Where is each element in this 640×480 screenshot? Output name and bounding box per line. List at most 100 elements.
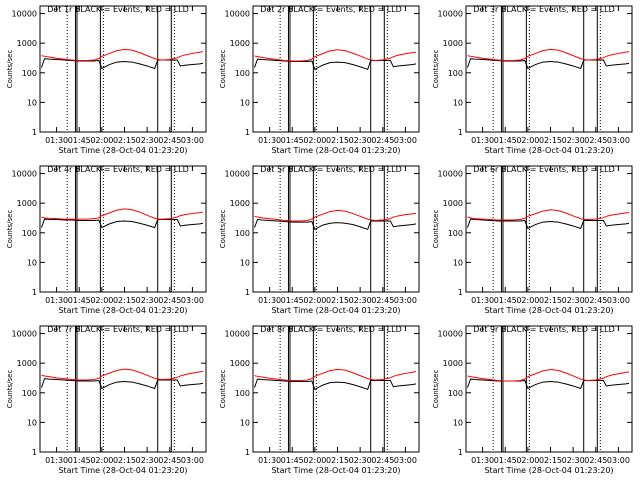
y-tick-label: 1000 [230, 39, 250, 48]
x-tick-label: 02:15 [113, 136, 136, 145]
panel: 1 10 100 1000 10000 01:30 01:45 02:00 02:15 02:30… [219, 165, 420, 315]
x-tick-label: 02:30 [349, 456, 372, 465]
panel: 1 10 100 1000 10000 01:30 01:45 02:00 02:15 02:30… [6, 5, 207, 155]
y-tick-label: 1 [32, 288, 37, 297]
x-tick-label: 03:00 [607, 136, 630, 145]
y-tick-label: 100 [22, 229, 37, 238]
chart-title: Det 9r BLACK = Events, RED = LLD [473, 325, 615, 334]
x-tick-label: 02:00 [516, 136, 539, 145]
y-tick-label: 10 [27, 258, 37, 267]
x-tick-label: 02:30 [349, 136, 372, 145]
y-tick-label: 10000 [12, 170, 37, 179]
x-tick-label: 02:00 [90, 136, 113, 145]
y-tick-label: 10 [27, 418, 37, 427]
y-tick-label: 1000 [17, 199, 37, 208]
data-line [254, 219, 417, 231]
x-axis-label: Start Time (28-Oct-04 01:23:20) [484, 466, 613, 475]
y-axis-label: Counts/sec [6, 370, 14, 409]
y-tick-label: 10 [240, 258, 250, 267]
y-tick-label: 1 [245, 128, 250, 137]
data-line [254, 58, 417, 71]
x-axis-label: Start Time (28-Oct-04 01:23:20) [484, 146, 613, 155]
plot-frame [39, 325, 207, 453]
x-tick-label: 03:00 [181, 136, 204, 145]
x-tick-label: 03:00 [607, 296, 630, 305]
x-tick-label: 03:00 [394, 296, 417, 305]
y-tick-label: 100 [235, 389, 250, 398]
y-axis-label: Counts/sec [219, 210, 227, 249]
y-tick-label: 100 [235, 229, 250, 238]
y-tick-label: 10 [453, 98, 463, 107]
y-tick-label: 10000 [225, 170, 250, 179]
x-tick-label: 02:15 [539, 296, 562, 305]
x-tick-label: 02:45 [371, 296, 394, 305]
x-axis-label: Start Time (28-Oct-04 01:23:20) [58, 466, 187, 475]
x-tick-label: 02:00 [516, 456, 539, 465]
x-tick-label: 02:15 [539, 136, 562, 145]
x-tick-label: 02:30 [349, 296, 372, 305]
data-line [467, 369, 630, 382]
data-line [41, 58, 204, 70]
y-tick-label: 10000 [12, 330, 37, 339]
y-tick-label: 1 [32, 128, 37, 137]
plot-frame [39, 165, 207, 293]
y-axis-label: Counts/sec [6, 50, 14, 89]
panel: 1 10 100 1000 10000 01:30 01:45 02:00 02:15 02:30… [432, 165, 633, 315]
x-tick-label: 02:00 [303, 136, 326, 145]
x-tick-label: 03:00 [394, 456, 417, 465]
panel: 1 10 100 1000 10000 01:30 01:45 02:00 02:15 02:30… [6, 165, 207, 315]
x-tick-label: 01:45 [281, 296, 304, 305]
data-line [467, 209, 630, 221]
y-tick-label: 10000 [225, 10, 250, 19]
x-tick-label: 02:15 [326, 296, 349, 305]
data-line [467, 378, 630, 390]
x-tick-label: 02:30 [136, 296, 159, 305]
x-tick-label: 02:30 [136, 456, 159, 465]
chart-title: Det 8r BLACK = Events, RED = LLD [260, 325, 402, 334]
data-line [41, 208, 204, 220]
x-tick-label: 01:45 [68, 456, 91, 465]
data-line [41, 48, 204, 61]
x-tick-label: 02:00 [90, 456, 113, 465]
chart-title: Det 3r BLACK = Events, RED = LLD [473, 5, 615, 14]
y-axis-label: Counts/sec [219, 370, 227, 409]
plot-frame [252, 165, 420, 293]
x-tick-label: 02:00 [90, 296, 113, 305]
x-tick-label: 02:45 [584, 456, 607, 465]
x-axis-label: Start Time (28-Oct-04 01:23:20) [271, 146, 400, 155]
x-tick-label: 01:45 [281, 456, 304, 465]
y-tick-label: 1000 [443, 359, 463, 368]
y-tick-label: 1000 [443, 39, 463, 48]
x-tick-label: 01:45 [494, 136, 517, 145]
y-tick-label: 1 [458, 288, 463, 297]
x-tick-label: 03:00 [181, 296, 204, 305]
y-tick-label: 10 [240, 98, 250, 107]
x-tick-label: 01:45 [68, 136, 91, 145]
x-tick-label: 02:45 [371, 136, 394, 145]
x-tick-label: 01:30 [471, 456, 494, 465]
x-axis-label: Start Time (28-Oct-04 01:23:20) [271, 466, 400, 475]
y-tick-label: 100 [22, 389, 37, 398]
y-tick-label: 10000 [438, 170, 463, 179]
x-axis-label: Start Time (28-Oct-04 01:23:20) [58, 146, 187, 155]
x-tick-label: 01:45 [494, 456, 517, 465]
x-tick-label: 02:30 [562, 136, 585, 145]
x-tick-label: 02:45 [371, 456, 394, 465]
plot-frame [39, 5, 207, 133]
chart-title: Det 5r BLACK = Events, RED = LLD [260, 165, 402, 174]
y-tick-label: 1000 [443, 199, 463, 208]
y-tick-label: 10000 [225, 330, 250, 339]
x-tick-label: 01:30 [45, 296, 68, 305]
x-tick-label: 01:30 [45, 456, 68, 465]
y-tick-label: 10 [453, 418, 463, 427]
plot-frame [252, 325, 420, 453]
x-tick-label: 02:15 [539, 456, 562, 465]
x-axis-label: Start Time (28-Oct-04 01:23:20) [58, 306, 187, 315]
x-tick-label: 02:45 [158, 136, 181, 145]
y-tick-label: 10000 [12, 10, 37, 19]
y-tick-label: 1000 [17, 359, 37, 368]
y-tick-label: 10000 [438, 330, 463, 339]
y-tick-label: 1 [245, 448, 250, 457]
x-tick-label: 01:30 [258, 136, 281, 145]
